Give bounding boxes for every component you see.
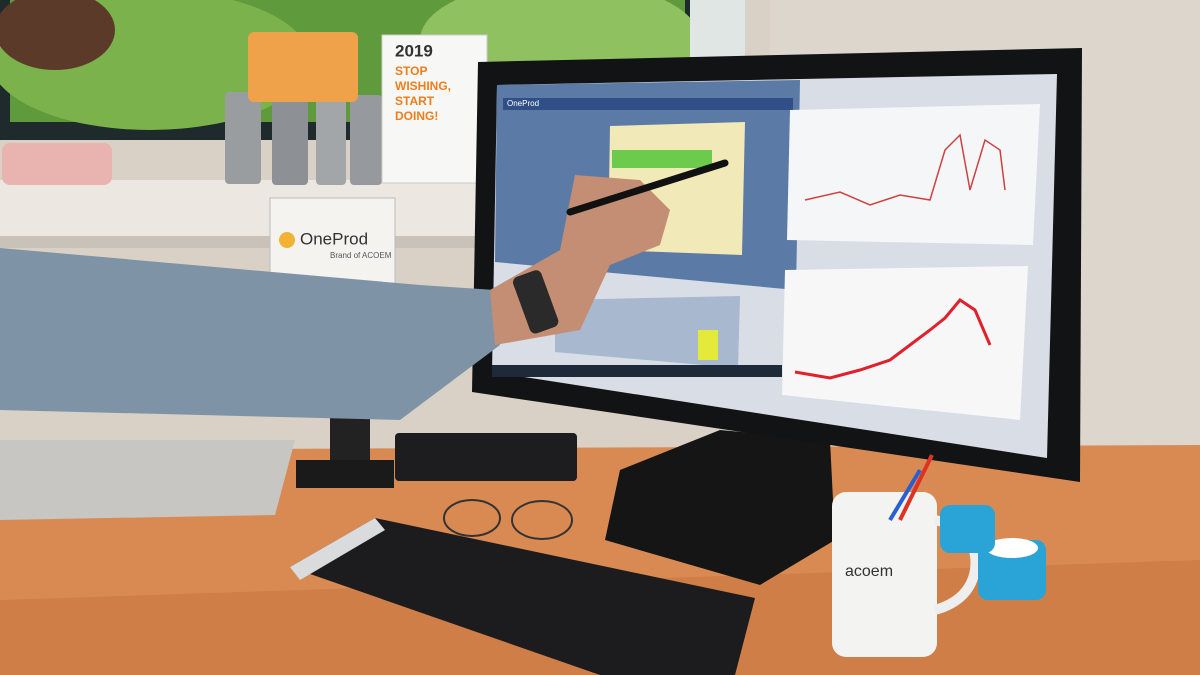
spectrum-line [794,298,992,380]
sign-logo [279,232,295,248]
spectrum-window [782,266,1028,420]
poster-year: 2019 [395,41,433,60]
watch-band [513,270,559,334]
poster-slogan: STOP [395,64,427,78]
sensor-can [272,95,308,185]
sensor-cap-top [986,538,1038,558]
mug-logo: acoem [845,563,893,580]
taskbar [492,365,782,377]
sensor-cap [940,505,995,553]
trend-line [804,133,1006,206]
clamp-base [296,460,394,488]
pen [566,159,729,216]
glasses [511,500,573,540]
keyboard [290,518,755,675]
poster [381,34,488,184]
sensor-can [316,97,346,185]
keyboard-edge [290,518,385,580]
glasses [443,499,501,537]
status-rows [612,150,712,168]
award [248,32,358,102]
app-panel [555,296,740,368]
app-titlebar [503,98,793,110]
mug [832,492,937,657]
pink-pads [2,143,112,185]
chart-window [787,104,1040,245]
sensor-can [350,95,382,185]
poster-slogan: START [395,94,435,108]
sign-tagline: Brand of ACOEM [330,251,392,260]
head [0,0,115,70]
pen-in-mug [898,454,934,521]
monitor-stand [605,430,835,585]
sign-brand: OneProd [300,229,368,248]
poster-slogan: DOING! [395,109,438,123]
arm-sleeve [0,248,500,420]
shelf-edge [0,236,485,248]
window-pane [690,0,745,60]
dock [395,433,577,481]
alarm-cells [698,330,718,360]
app-name: OneProd [507,99,539,108]
laptop [0,440,295,520]
pen-in-mug [888,468,922,522]
sensor-can [225,92,261,184]
shelf [0,180,485,238]
poster-slogan: WISHING, [395,79,451,93]
